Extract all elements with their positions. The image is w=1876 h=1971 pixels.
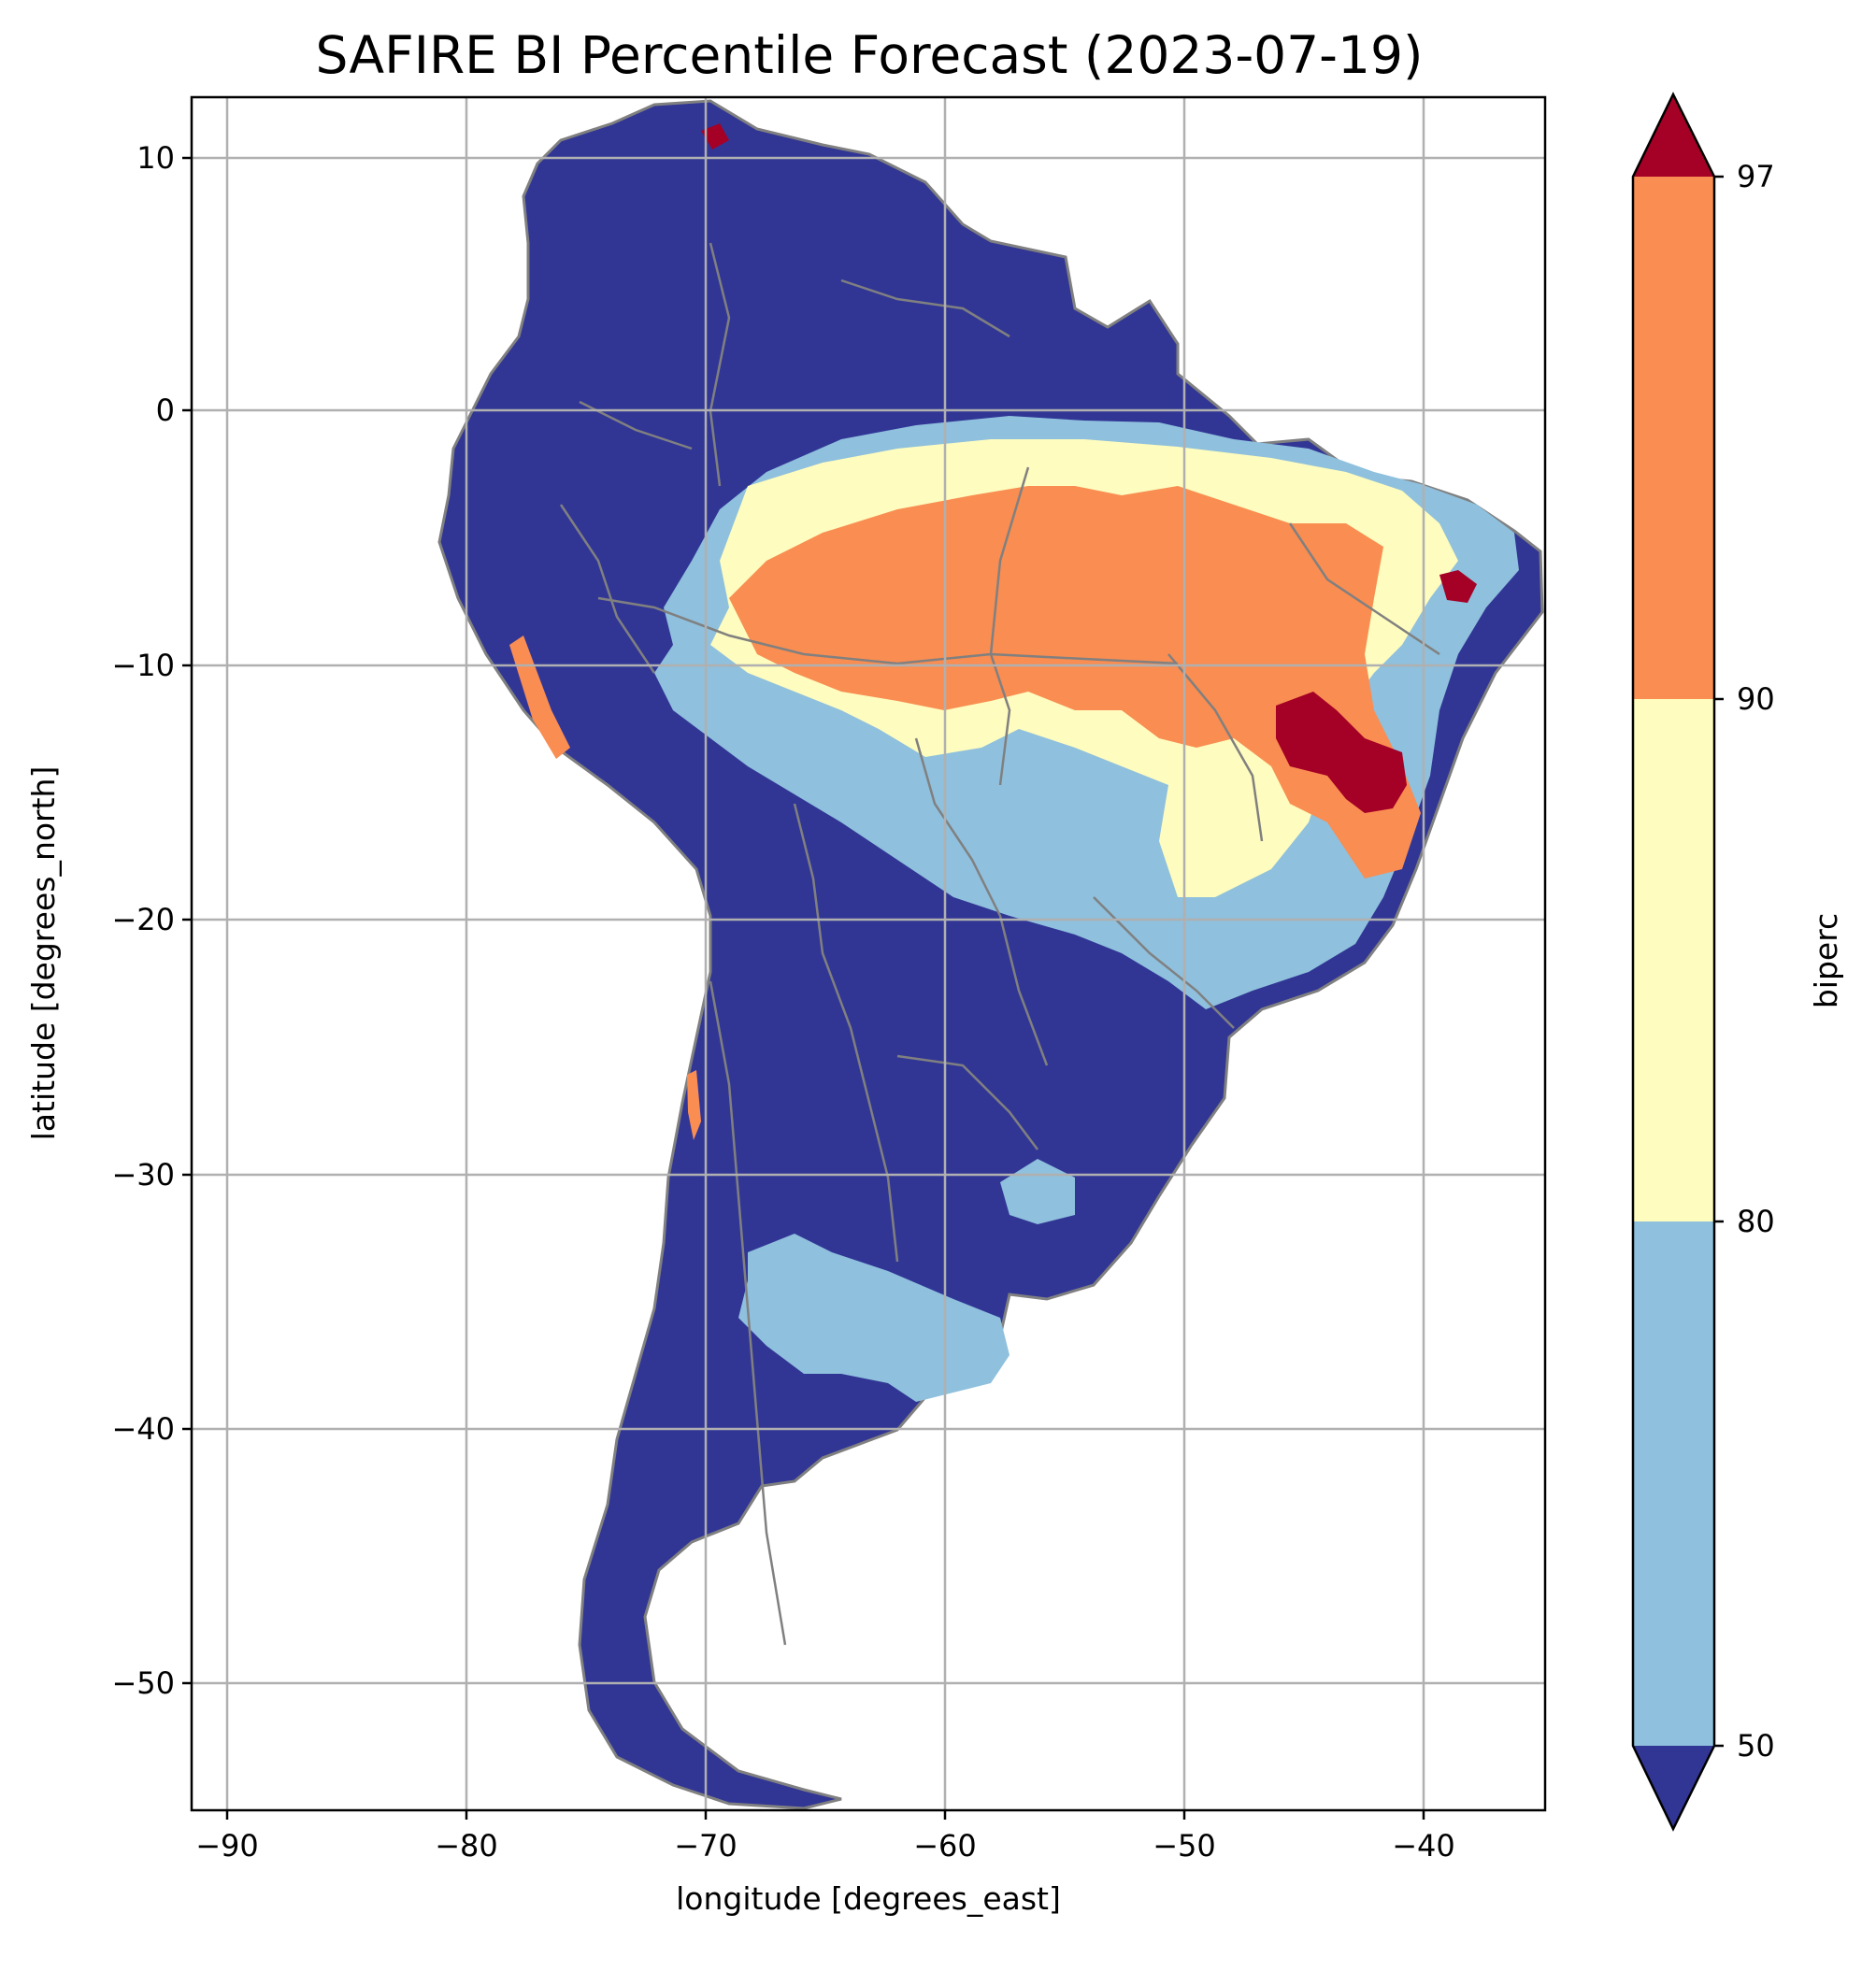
colorbar-tick-label: 90 — [1737, 681, 1775, 717]
colorbar-segment-90-97 — [1633, 177, 1714, 699]
map-frame — [190, 95, 1547, 1812]
colorbar-label: biperc — [1808, 913, 1844, 1008]
y-tick-label: −30 — [111, 1157, 175, 1193]
y-tick-label: −40 — [111, 1411, 175, 1447]
x-tick-label: −60 — [913, 1828, 977, 1864]
continent-landmass — [437, 99, 1544, 1810]
country-borders — [559, 242, 1440, 1646]
colorbar-extend-above — [1633, 94, 1714, 177]
colorbar-tick-label: 50 — [1737, 1728, 1775, 1764]
y-tick-label: −10 — [111, 648, 175, 683]
y-tick-label: 10 — [136, 140, 175, 176]
zone-above-97-north — [701, 123, 729, 150]
gridlines — [192, 97, 1545, 1810]
x-tick-label: −80 — [435, 1828, 498, 1864]
map-title: SAFIRE BI Percentile Forecast (2023-07-1… — [316, 25, 1424, 85]
y-axis-label: latitude [degrees_north] — [25, 766, 62, 1141]
zone-90-97 — [729, 486, 1421, 878]
colorbar-segment-80-90 — [1633, 699, 1714, 1221]
zone-above-97 — [1276, 692, 1407, 813]
andes-streak-central — [687, 1070, 701, 1140]
x-ticks — [225, 1810, 1425, 1820]
colorbar-segment-50-80 — [1633, 1221, 1714, 1746]
zone-above-97-northeast — [1439, 570, 1477, 603]
y-ticks — [182, 156, 192, 1685]
x-tick-label: −90 — [195, 1828, 259, 1864]
zone-50-80-pampas — [738, 1234, 1010, 1402]
map-axes: −90 −80 −70 −60 −50 −40 10 0 −10 −20 −30… — [25, 95, 1547, 1917]
x-tick-label: −40 — [1392, 1828, 1455, 1864]
y-tick-label: 0 — [156, 393, 175, 428]
colorbar-tick-label: 80 — [1737, 1204, 1775, 1239]
x-axis-label: longitude [degrees_east] — [676, 1880, 1061, 1917]
x-tick-label: −50 — [1153, 1828, 1216, 1864]
map-plot-area — [192, 97, 1545, 1810]
y-tick-label: −20 — [111, 902, 175, 937]
colorbar: 97 90 80 50 biperc — [1631, 92, 1844, 1832]
colorbar-extend-below — [1633, 1746, 1714, 1829]
colorbar-ticks — [1714, 175, 1724, 1748]
x-tick-label: −70 — [674, 1828, 738, 1864]
colorbar-tick-label: 97 — [1737, 159, 1775, 194]
y-tick-label: −50 — [111, 1665, 175, 1701]
